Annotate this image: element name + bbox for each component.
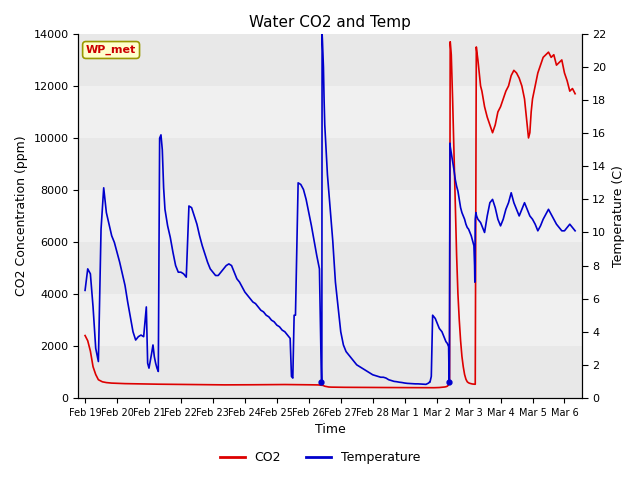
Y-axis label: CO2 Concentration (ppm): CO2 Concentration (ppm)	[15, 136, 28, 296]
Y-axis label: Temperature (C): Temperature (C)	[612, 165, 625, 267]
Text: WP_met: WP_met	[86, 45, 136, 55]
Bar	[79, 34, 582, 86]
Bar	[79, 294, 582, 346]
Bar	[79, 346, 582, 398]
Bar	[79, 190, 582, 242]
X-axis label: Time: Time	[315, 423, 346, 436]
Bar	[79, 138, 582, 190]
Title: Water CO2 and Temp: Water CO2 and Temp	[249, 15, 411, 30]
Legend: CO2, Temperature: CO2, Temperature	[214, 446, 426, 469]
Bar	[79, 86, 582, 138]
Bar	[79, 242, 582, 294]
